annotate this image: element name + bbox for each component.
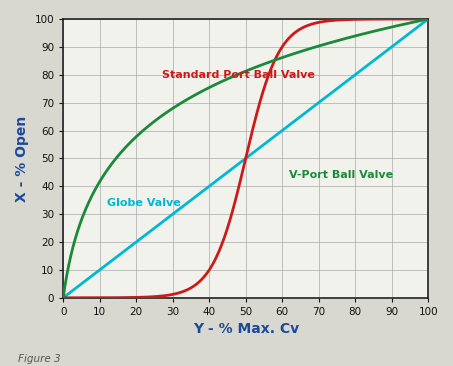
- X-axis label: Y - % Max. Cv: Y - % Max. Cv: [193, 322, 299, 336]
- Y-axis label: X - % Open: X - % Open: [15, 115, 29, 202]
- Text: Globe Valve: Globe Valve: [107, 198, 181, 208]
- Text: Standard Port Ball Valve: Standard Port Ball Valve: [162, 70, 315, 79]
- Text: Figure 3: Figure 3: [18, 354, 61, 364]
- Text: V-Port Ball Valve: V-Port Ball Valve: [289, 170, 394, 180]
